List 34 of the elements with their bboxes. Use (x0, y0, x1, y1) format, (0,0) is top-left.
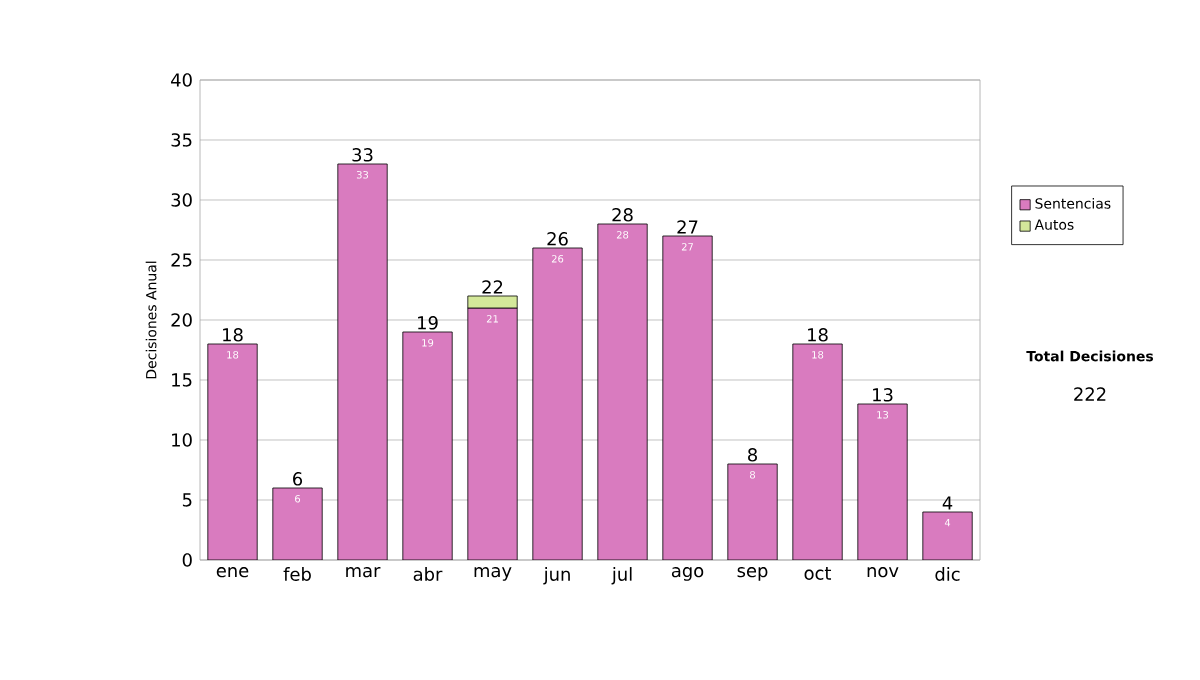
x-tick-label: oct (804, 567, 832, 580)
y-tick-label: 25 (171, 253, 192, 267)
x-tick-label: ene (216, 567, 249, 578)
x-tick-label: ago (671, 567, 704, 581)
total-label: 27 (677, 220, 698, 234)
total-label: 18 (223, 328, 243, 342)
y-tick-label: 10 (172, 433, 192, 447)
x-tick-label: sep (737, 567, 768, 581)
y-tick-label: 40 (171, 73, 192, 87)
total-label: 4 (942, 496, 953, 510)
x-tick-label: mar (346, 567, 381, 578)
total-label: 8 (748, 448, 757, 462)
x-tick-label: dic (935, 567, 960, 581)
x-tick-label: jul (611, 567, 632, 585)
total-label: 18 (808, 328, 828, 342)
x-tick-label: nov (867, 567, 899, 578)
y-tick-label: 5 (182, 493, 192, 507)
total-label: 6 (293, 472, 303, 486)
total-label: 22 (482, 280, 503, 294)
y-tick-label: 15 (172, 373, 192, 387)
x-tick-label: feb (283, 567, 311, 581)
total-label: 19 (418, 316, 438, 330)
total-label: 33 (352, 148, 373, 162)
y-tick-label: 20 (171, 313, 192, 327)
text: 222 (1074, 387, 1106, 401)
y-tick-label: 30 (171, 193, 192, 207)
x-tick-label: abr (413, 567, 443, 581)
total-label: 26 (547, 232, 568, 246)
total-label: 28 (612, 208, 633, 222)
x-tick-label: may (474, 567, 512, 581)
y-tick-label: 0 (182, 553, 192, 567)
x-tick-label: jun (543, 567, 570, 585)
total-label: 13 (873, 388, 893, 402)
y-tick-label: 35 (171, 133, 192, 147)
